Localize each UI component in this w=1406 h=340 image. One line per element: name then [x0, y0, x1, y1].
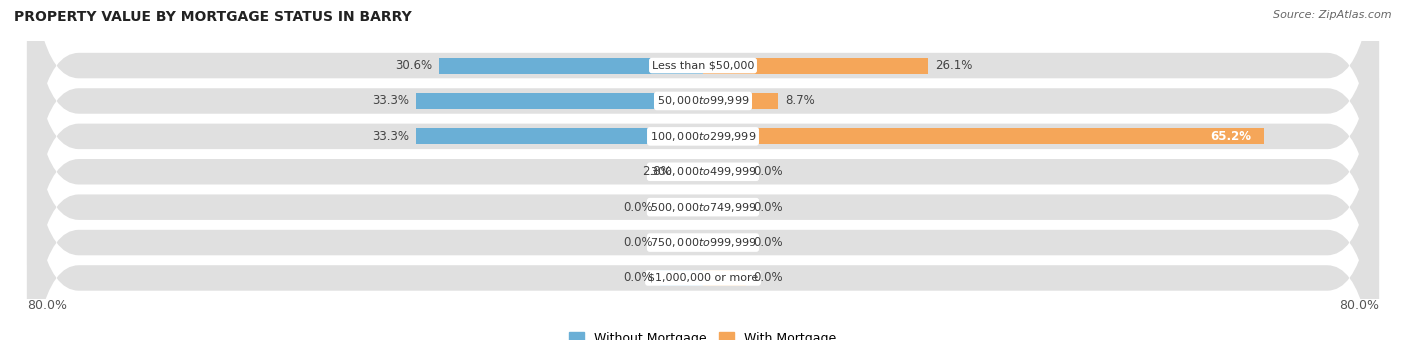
FancyBboxPatch shape: [27, 0, 1379, 336]
Text: 0.0%: 0.0%: [623, 201, 652, 214]
Text: 0.0%: 0.0%: [754, 201, 783, 214]
Bar: [703, 129, 1264, 144]
Text: $500,000 to $749,999: $500,000 to $749,999: [650, 201, 756, 214]
FancyBboxPatch shape: [27, 7, 1379, 340]
Text: 0.0%: 0.0%: [754, 236, 783, 249]
Text: 80.0%: 80.0%: [1339, 299, 1379, 312]
Bar: [703, 270, 747, 286]
Text: 8.7%: 8.7%: [785, 95, 814, 107]
Bar: [416, 129, 703, 144]
Text: 65.2%: 65.2%: [1211, 130, 1251, 143]
Text: Source: ZipAtlas.com: Source: ZipAtlas.com: [1274, 10, 1392, 20]
Text: $50,000 to $99,999: $50,000 to $99,999: [657, 95, 749, 107]
Bar: [703, 199, 747, 215]
FancyBboxPatch shape: [27, 0, 1379, 301]
Bar: [679, 164, 703, 180]
FancyBboxPatch shape: [27, 0, 1379, 340]
Bar: [703, 164, 747, 180]
Text: 0.0%: 0.0%: [754, 165, 783, 178]
Text: 33.3%: 33.3%: [373, 95, 409, 107]
Text: 2.8%: 2.8%: [643, 165, 672, 178]
Legend: Without Mortgage, With Mortgage: Without Mortgage, With Mortgage: [564, 327, 842, 340]
Text: 0.0%: 0.0%: [754, 271, 783, 285]
Bar: [703, 93, 778, 109]
Text: $100,000 to $299,999: $100,000 to $299,999: [650, 130, 756, 143]
Text: 0.0%: 0.0%: [623, 271, 652, 285]
Bar: [659, 235, 703, 251]
Bar: [703, 235, 747, 251]
Text: $300,000 to $499,999: $300,000 to $499,999: [650, 165, 756, 178]
Text: 26.1%: 26.1%: [935, 59, 972, 72]
Text: 0.0%: 0.0%: [623, 236, 652, 249]
Bar: [416, 93, 703, 109]
Text: PROPERTY VALUE BY MORTGAGE STATUS IN BARRY: PROPERTY VALUE BY MORTGAGE STATUS IN BAR…: [14, 10, 412, 24]
Bar: [659, 199, 703, 215]
Bar: [703, 57, 928, 73]
FancyBboxPatch shape: [27, 0, 1379, 265]
FancyBboxPatch shape: [27, 78, 1379, 340]
Text: 30.6%: 30.6%: [395, 59, 433, 72]
Bar: [440, 57, 703, 73]
Text: $1,000,000 or more: $1,000,000 or more: [648, 273, 758, 283]
Text: 80.0%: 80.0%: [27, 299, 67, 312]
Text: 33.3%: 33.3%: [373, 130, 409, 143]
Text: $750,000 to $999,999: $750,000 to $999,999: [650, 236, 756, 249]
Bar: [659, 270, 703, 286]
FancyBboxPatch shape: [27, 43, 1379, 340]
Text: Less than $50,000: Less than $50,000: [652, 61, 754, 71]
